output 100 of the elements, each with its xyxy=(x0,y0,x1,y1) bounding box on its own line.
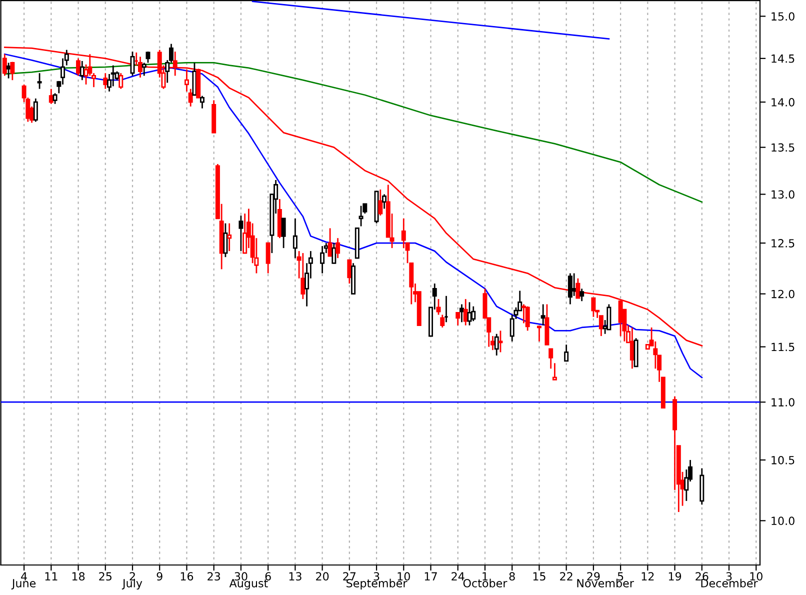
x-tick-label: 30 xyxy=(234,572,248,581)
candlestick xyxy=(572,272,576,297)
x-tick-label: 19 xyxy=(668,572,682,581)
candlestick xyxy=(521,304,526,324)
x2-tick-label: June xyxy=(11,579,36,590)
x2-tick-label: December xyxy=(701,578,758,588)
x-tick-label: 15 xyxy=(533,572,546,581)
y-tick-label: 10.5 xyxy=(772,456,794,464)
x-tick-label: 2 xyxy=(130,572,135,580)
candlestick xyxy=(494,333,499,356)
candlestick xyxy=(184,68,189,92)
x-tick-label: 3 xyxy=(726,572,732,581)
x-tick-label: 9 xyxy=(156,572,162,581)
x-tick-label: 3 xyxy=(374,572,380,581)
candlestick xyxy=(653,340,658,370)
x-tick-label: 22 xyxy=(560,572,572,580)
candlestick xyxy=(138,56,142,78)
x-tick-label: 18 xyxy=(72,572,85,581)
candlestick xyxy=(471,306,476,322)
candlestick xyxy=(238,214,244,252)
candlestick xyxy=(568,272,572,305)
x-tick-label: 29 xyxy=(587,572,600,581)
candlestick xyxy=(490,335,495,351)
candlestick xyxy=(33,98,38,122)
candlestick xyxy=(2,53,7,76)
x2-tick-label: July xyxy=(122,578,142,590)
x-tick-label: 27 xyxy=(343,572,356,580)
candlestick xyxy=(52,92,58,105)
candlestick xyxy=(436,298,441,316)
candlestick xyxy=(320,245,325,274)
candlestick xyxy=(460,304,464,323)
x-tick-label: 5 xyxy=(618,572,624,581)
y-tick-label: 14.0 xyxy=(772,98,794,106)
candlestick xyxy=(358,205,364,227)
candlestick xyxy=(548,348,554,370)
candlestick xyxy=(76,58,81,76)
candlestick xyxy=(172,50,178,76)
candlestick xyxy=(347,259,352,284)
y-tick-label: 13.0 xyxy=(772,190,794,199)
candlestick xyxy=(292,218,298,259)
candlestick xyxy=(332,242,336,264)
x-tick-label: 4 xyxy=(21,572,27,580)
candlestick xyxy=(552,362,557,380)
candlestick xyxy=(142,62,146,76)
x-tick-label: 11 xyxy=(45,572,58,580)
candlestick xyxy=(598,315,604,337)
candlestick xyxy=(580,288,584,302)
candlestick xyxy=(227,222,232,252)
candlestick xyxy=(48,88,54,105)
candlestick xyxy=(281,218,286,249)
y-tick-label: 12.0 xyxy=(772,290,794,298)
candlestick xyxy=(540,304,546,326)
x-tick-label: 10 xyxy=(398,572,410,581)
candlestick xyxy=(378,188,383,216)
candlestick xyxy=(401,218,406,249)
candlestick xyxy=(266,242,270,274)
candlestick xyxy=(536,326,542,342)
y-tick-label: 10.0 xyxy=(772,516,794,526)
candlestick xyxy=(456,312,460,326)
candlestick xyxy=(630,326,634,370)
candlestick xyxy=(10,61,15,81)
x2-tick-label: November xyxy=(577,578,634,588)
y-tick-label: 13.5 xyxy=(772,143,794,152)
y-tick-label: 12.5 xyxy=(772,239,794,248)
y-tick-label: 14.5 xyxy=(772,54,794,63)
x2-tick-label: September xyxy=(346,578,408,590)
candlestick xyxy=(382,194,387,210)
x-tick-label: 13 xyxy=(289,572,302,581)
candlestick xyxy=(37,72,42,90)
x2-tick-label: October xyxy=(463,578,508,588)
candlestick xyxy=(525,306,530,332)
candlestick xyxy=(606,304,612,330)
x-tick-label: 8 xyxy=(509,572,515,581)
x-tick-label: 23 xyxy=(208,572,220,581)
candlestick xyxy=(118,72,124,90)
candlestick xyxy=(336,237,340,259)
candlestick xyxy=(467,301,472,326)
candlestick xyxy=(200,95,204,110)
candlestick xyxy=(146,50,150,64)
candlestick xyxy=(192,62,197,96)
candlestick xyxy=(440,314,445,328)
x-tick-label: 10 xyxy=(750,572,762,581)
candlestick xyxy=(242,212,248,254)
candlestick xyxy=(591,297,596,318)
x-tick-label: 17 xyxy=(424,572,437,580)
x-tick-label: 25 xyxy=(99,572,112,581)
y-tick-label: 15.0 xyxy=(772,12,794,21)
x-tick-label: 26 xyxy=(696,572,708,581)
candlestick xyxy=(60,58,66,86)
candlestick xyxy=(576,278,580,299)
candlestick xyxy=(300,252,306,300)
candlestick xyxy=(564,344,569,362)
candlestick xyxy=(80,60,84,81)
candlestick xyxy=(188,88,193,108)
candlestick xyxy=(223,222,228,258)
x-tick-label: 1 xyxy=(482,572,488,580)
x-tick-label: 16 xyxy=(180,572,194,581)
candlestick xyxy=(130,50,135,76)
x-tick-label: 12 xyxy=(642,572,654,580)
candlestick xyxy=(103,72,108,90)
